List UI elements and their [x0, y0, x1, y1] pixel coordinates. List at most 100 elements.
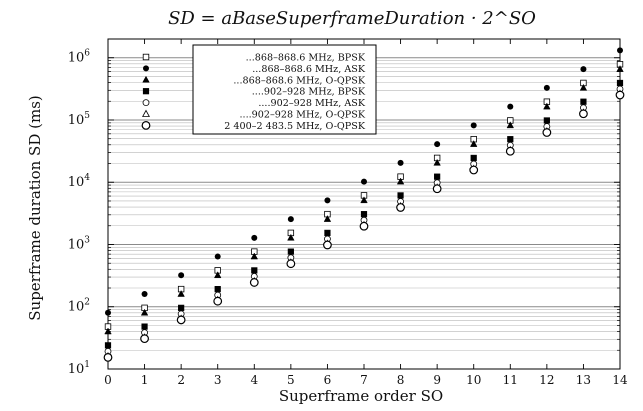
data-point-series-2: [580, 66, 587, 73]
y-axis-label: Superframe duration SD (ms): [26, 95, 44, 320]
data-point-series-3: [213, 271, 222, 279]
data-point-series-2: [617, 47, 623, 54]
y-tick-label: 105: [68, 111, 91, 128]
y-tick-label: 104: [68, 173, 91, 190]
data-point-series-2: [251, 234, 258, 241]
y-tick-label: 106: [68, 49, 91, 66]
data-point-series-4: [434, 173, 441, 180]
data-point-series-7: [140, 334, 149, 344]
legend-marker-3: [142, 75, 150, 83]
legend-label-3: ...868–868.6 MHz, O-QPSK: [233, 75, 365, 86]
data-point-series-7: [103, 352, 113, 362]
legend-marker-2: [143, 65, 149, 72]
data-point-series-4: [141, 323, 148, 330]
data-point-series-2: [397, 159, 404, 166]
legend-marker-5: [142, 99, 150, 106]
legend-marker-6: [142, 109, 150, 117]
x-tick-label: 4: [250, 373, 258, 387]
data-point-series-3: [506, 121, 515, 129]
data-point-series-4: [360, 211, 368, 218]
data-point-series-7: [505, 146, 515, 156]
data-point-series-7: [432, 184, 442, 194]
data-point-series-3: [579, 83, 588, 91]
legend-label-1: ...868–868.6 MHz, BPSK: [246, 53, 366, 64]
x-tick-label: 13: [576, 373, 591, 387]
data-point-series-2: [324, 197, 331, 204]
x-tick-label: 14: [612, 373, 628, 387]
data-point-series-4: [397, 192, 404, 199]
x-tick-label: 5: [287, 373, 295, 387]
legend-label-6: ....902–928 MHz, O-QPSK: [239, 110, 365, 121]
data-point-series-3: [287, 233, 295, 241]
data-point-series-3: [469, 140, 478, 147]
data-point-series-2: [214, 253, 221, 260]
data-point-series-2: [105, 309, 111, 316]
x-tick-label: 12: [539, 373, 554, 387]
data-point-series-7: [323, 240, 332, 250]
legend: ...868–868.6 MHz, BPSK...868–868.6 MHz, …: [141, 44, 377, 135]
data-point-series-3: [543, 102, 551, 110]
y-tick-label: 102: [68, 298, 90, 315]
data-point-series-4: [324, 229, 331, 236]
data-point-series-4: [507, 136, 514, 143]
legend-box: [192, 44, 377, 135]
data-point-series-7: [542, 128, 552, 137]
data-point-series-2: [178, 272, 185, 279]
y-tick-label: 103: [68, 235, 91, 252]
x-tick-label: 3: [214, 373, 222, 387]
data-point-series-4: [470, 154, 477, 162]
data-point-series-4: [580, 98, 587, 105]
data-point-series-2: [141, 291, 148, 298]
x-tick-label: 7: [360, 373, 368, 387]
legend-marker-1: [142, 53, 150, 61]
data-point-series-7: [396, 203, 405, 212]
y-tick-label: 101: [68, 360, 90, 377]
data-point-series-7: [213, 296, 223, 306]
data-point-series-2: [434, 141, 441, 148]
chart-title: SD = aBaseSuperframeDuration · 2^SO: [168, 8, 536, 29]
data-point-series-4: [251, 267, 258, 274]
data-point-series-7: [176, 315, 186, 325]
data-point-series-3: [323, 215, 332, 222]
data-point-series-7: [359, 221, 369, 231]
legend-label-2: ...868–868.6 MHz, ASK: [252, 64, 366, 75]
x-tick-label: 11: [503, 373, 518, 387]
x-tick-label: 8: [397, 373, 405, 387]
legend-label-7: 2 400–2 483.5 MHz, O-QPSK: [224, 121, 366, 132]
data-point-series-7: [615, 90, 625, 100]
legend-marker-7: [141, 120, 151, 130]
data-point-series-3: [177, 290, 185, 297]
data-point-series-2: [287, 216, 294, 223]
data-point-series-3: [250, 252, 259, 260]
data-point-series-7: [249, 278, 259, 287]
data-point-series-3: [104, 327, 112, 335]
data-point-series-4: [287, 248, 294, 255]
legend-label-4: ....902–928 MHz, BPSK: [252, 87, 366, 98]
data-point-series-4: [616, 79, 624, 87]
data-point-series-7: [469, 165, 479, 175]
data-point-series-3: [433, 158, 441, 166]
data-point-series-2: [361, 178, 367, 185]
x-tick-label: 9: [433, 373, 441, 387]
x-axis-label: Superframe order SO: [279, 387, 443, 405]
x-tick-label: 0: [104, 373, 112, 387]
x-tick-label: 10: [466, 373, 481, 387]
data-point-series-3: [616, 65, 624, 72]
data-point-series-3: [360, 196, 368, 204]
data-point-series-4: [178, 304, 185, 311]
x-tick-label: 6: [324, 373, 332, 387]
data-point-series-3: [140, 308, 149, 316]
x-tick-label: 2: [177, 373, 185, 387]
data-point-series-2: [470, 122, 477, 129]
data-point-series-4: [214, 286, 221, 293]
data-point-series-7: [579, 109, 588, 119]
x-tick-label: 1: [141, 373, 149, 387]
data-point-series-3: [396, 177, 405, 185]
legend-label-5: ....902–928 MHz, ASK: [258, 98, 366, 109]
data-point-series-4: [104, 342, 112, 349]
data-point-series-2: [543, 84, 550, 91]
data-point-series-7: [286, 259, 296, 269]
legend-marker-4: [142, 88, 150, 95]
